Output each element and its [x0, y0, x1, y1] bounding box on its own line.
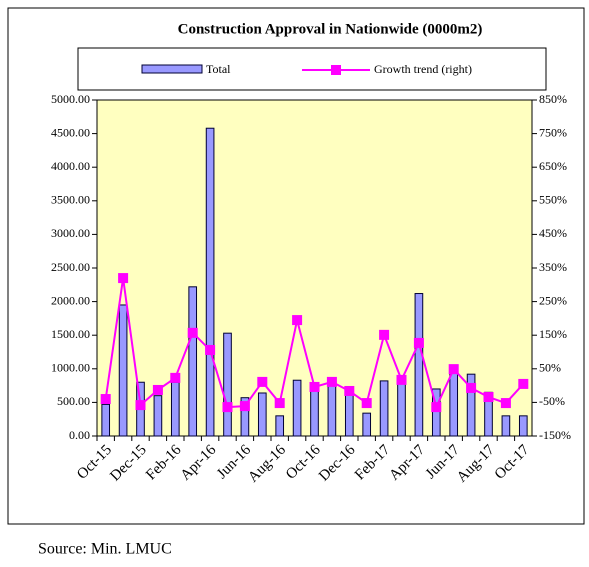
y-tick-label: 3000.00	[51, 226, 90, 240]
line-marker	[274, 398, 285, 409]
bar	[153, 395, 163, 437]
line-marker	[135, 400, 146, 411]
bar	[379, 380, 389, 437]
line-marker	[431, 402, 442, 413]
line-marker	[118, 273, 129, 284]
y2-tick-label: 50%	[539, 361, 561, 375]
y-tick-label: 2000.00	[51, 293, 90, 307]
y2-tick-label: 650%	[539, 159, 567, 173]
y2-tick-label: 850%	[539, 92, 567, 106]
bar	[431, 388, 441, 437]
line-marker	[292, 315, 303, 326]
bar	[223, 332, 232, 437]
y-tick-label: 4500.00	[51, 125, 90, 139]
bar	[397, 381, 406, 437]
line-marker	[239, 401, 250, 412]
bar	[170, 381, 180, 437]
y2-tick-label: -50%	[539, 394, 565, 408]
line-marker	[483, 392, 494, 403]
line-marker	[100, 394, 111, 405]
y-tick-label: 5000.00	[51, 92, 90, 106]
legend-label: Total	[206, 62, 231, 76]
y-tick-label: 1500.00	[51, 327, 90, 341]
chart-title: Construction Approval in Nationwide (000…	[178, 21, 483, 37]
bar	[118, 304, 128, 437]
bar	[240, 397, 250, 437]
bar	[275, 415, 285, 437]
line-marker	[396, 374, 407, 385]
y2-tick-label: 550%	[539, 193, 567, 207]
y2-tick-label: 350%	[539, 260, 567, 274]
bar	[257, 392, 267, 437]
bar	[344, 388, 354, 437]
legend-label: Growth trend (right)	[374, 62, 472, 76]
bar	[466, 373, 476, 437]
line-marker	[448, 364, 459, 375]
y2-tick-label: 750%	[539, 125, 567, 139]
bar	[188, 286, 198, 437]
bar	[101, 403, 111, 437]
y-tick-label: 0.00	[69, 428, 90, 442]
line-marker	[326, 376, 337, 387]
y-tick-label: 500.00	[57, 394, 90, 408]
bar	[310, 383, 319, 437]
y-tick-label: 4000.00	[51, 159, 90, 173]
line-marker	[205, 344, 216, 355]
line-marker	[518, 378, 529, 389]
line-marker	[361, 398, 372, 409]
legend-swatch	[141, 64, 203, 74]
y-tick-label: 1000.00	[51, 361, 90, 375]
line-marker	[187, 327, 198, 338]
bar	[449, 368, 459, 437]
y-tick-label: 2500.00	[51, 260, 90, 274]
line-marker	[500, 398, 511, 409]
legend-marker	[331, 65, 341, 75]
y-tick-label: 3500.00	[51, 193, 90, 207]
source: Source: Min. LMUC	[38, 541, 172, 558]
line-marker	[344, 385, 355, 396]
bar	[205, 127, 215, 437]
y2-tick-label: 250%	[539, 293, 567, 307]
plot-area	[96, 99, 533, 437]
line-marker	[257, 376, 268, 387]
line-marker	[466, 382, 477, 393]
line-marker	[379, 329, 390, 340]
line-marker	[170, 372, 181, 383]
line-marker	[152, 384, 163, 395]
line-marker	[222, 402, 233, 413]
line-marker	[413, 337, 424, 348]
y2-tick-label: -150%	[539, 428, 571, 442]
bar	[501, 415, 511, 437]
bar	[362, 412, 372, 437]
y2-tick-label: 150%	[539, 327, 567, 341]
bar	[292, 379, 302, 437]
line-marker	[309, 381, 320, 392]
bar	[414, 293, 424, 437]
bar	[518, 415, 528, 437]
bar	[327, 381, 337, 437]
y2-tick-label: 450%	[539, 226, 567, 240]
